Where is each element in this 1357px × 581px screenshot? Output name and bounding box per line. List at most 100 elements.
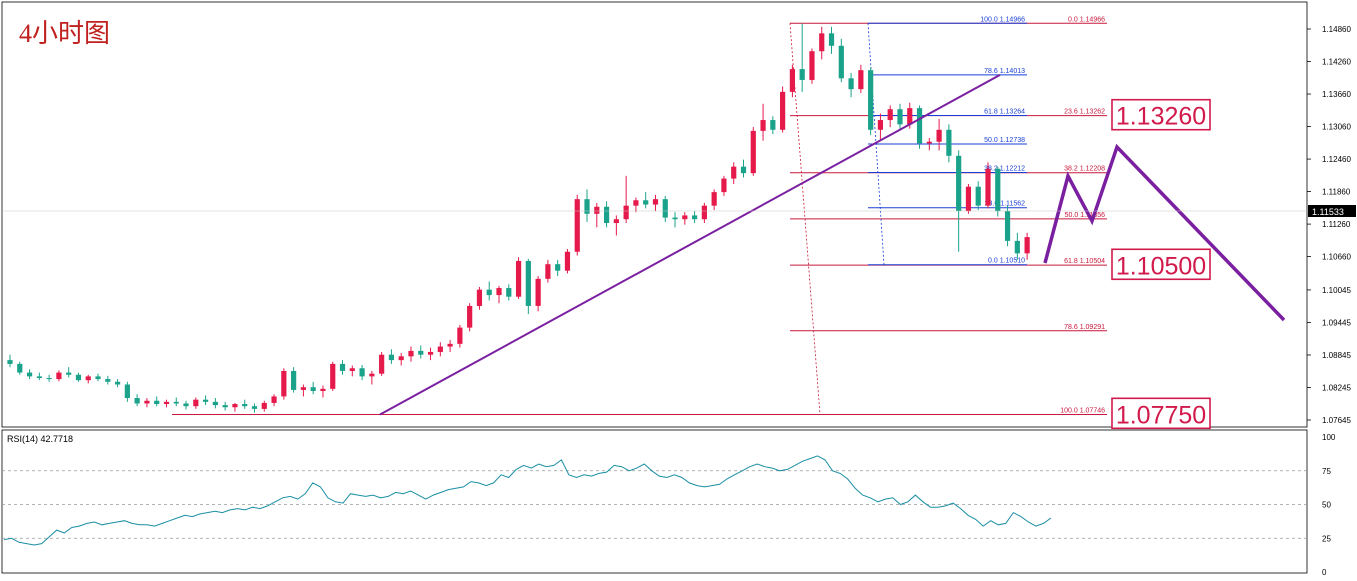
candle-body bbox=[26, 372, 33, 377]
candle-body bbox=[349, 368, 355, 371]
candle-body bbox=[535, 278, 541, 306]
candle-body bbox=[36, 376, 42, 379]
rsi-tick-label: 100 bbox=[1322, 433, 1336, 442]
fib-blue-label: 100.0 1.14966 bbox=[980, 16, 1025, 23]
fib-blue-label: 23.6 1.11562 bbox=[985, 201, 1025, 208]
candle-body bbox=[46, 378, 52, 380]
rsi-series bbox=[3, 455, 1052, 546]
candle-body bbox=[965, 186, 972, 212]
candle-body bbox=[809, 51, 815, 80]
candle-body bbox=[564, 251, 571, 271]
candle-body bbox=[907, 108, 913, 125]
rsi-axis-ticks: 100 75 50 25 0 bbox=[1322, 433, 1336, 577]
candle-body bbox=[359, 368, 365, 377]
candle-body bbox=[848, 78, 854, 90]
price-tick-label: 1.08845 bbox=[1322, 351, 1351, 360]
key-level-box bbox=[1111, 98, 1211, 131]
candle-body bbox=[105, 379, 111, 382]
rsi-panel-frame bbox=[1, 429, 1308, 574]
candle-body bbox=[203, 399, 209, 402]
candle-body bbox=[750, 130, 756, 174]
fib-blue-label: 78.6 1.14013 bbox=[984, 68, 1025, 75]
rsi-tick-label: 75 bbox=[1322, 467, 1331, 476]
candle-body bbox=[770, 120, 776, 130]
candle-body bbox=[114, 381, 121, 385]
candle-body bbox=[193, 399, 199, 407]
candle-body bbox=[1024, 237, 1030, 254]
key-level-label: 1.07750 bbox=[1116, 401, 1206, 429]
candle-body bbox=[574, 199, 580, 252]
candle-body bbox=[408, 350, 414, 357]
key-level-label: 1.13260 bbox=[1116, 103, 1206, 131]
candle-body bbox=[819, 33, 825, 52]
fib-red-label: 61.8 1.10504 bbox=[1064, 258, 1105, 265]
price-tick-label: 1.11860 bbox=[1322, 188, 1351, 197]
candle-body bbox=[926, 141, 932, 144]
candle-body bbox=[672, 217, 678, 220]
fib-red-label: 50.0 1.11356 bbox=[1065, 212, 1105, 219]
price-tick-label: 1.08245 bbox=[1322, 383, 1351, 392]
candle-body bbox=[555, 264, 561, 271]
price-tick-label: 1.14260 bbox=[1322, 58, 1351, 67]
candle-body bbox=[799, 69, 805, 80]
rsi-level-lines bbox=[2, 470, 1307, 539]
candle-body bbox=[740, 166, 747, 174]
candle-body bbox=[183, 403, 189, 407]
candle-body bbox=[486, 289, 492, 296]
fibonacci-levels: 0.0 1.14966 23.6 1.13262 38.2 1.12208 50.0 … bbox=[172, 16, 1107, 416]
candle-body bbox=[291, 370, 297, 390]
price-tick-label: 1.13660 bbox=[1322, 90, 1351, 99]
current-price-marker: 1.11533 bbox=[2, 205, 1356, 217]
key-level-box bbox=[1111, 397, 1211, 430]
candle-body bbox=[985, 168, 991, 206]
rsi-tick-label: 0 bbox=[1322, 568, 1327, 576]
candle-body bbox=[946, 129, 952, 156]
candle-body bbox=[281, 370, 287, 397]
candle-body bbox=[56, 372, 62, 380]
price-tick-label: 1.12460 bbox=[1322, 155, 1351, 164]
candle-body bbox=[525, 260, 531, 306]
candle-body bbox=[95, 376, 101, 380]
trendlines bbox=[379, 74, 1286, 416]
candle-body bbox=[173, 401, 179, 404]
rsi-tick-label: 50 bbox=[1322, 501, 1331, 510]
candle-body bbox=[936, 129, 942, 142]
fib-blue-label: 0.0 1.10510 bbox=[988, 258, 1025, 265]
candle-body bbox=[320, 388, 326, 392]
candle-body bbox=[897, 109, 903, 125]
candle-body bbox=[251, 406, 258, 409]
current-price-label: 1.11533 bbox=[1312, 207, 1344, 217]
candle-body bbox=[222, 405, 228, 408]
fib-red-label: 38.2 1.12208 bbox=[1064, 166, 1105, 173]
price-axis-ticks: 1.14860 1.14260 1.13660 1.13060 1.12460 1.118… bbox=[1307, 25, 1351, 425]
price-tick-label: 1.07645 bbox=[1322, 416, 1351, 425]
uptrend-line bbox=[379, 74, 1001, 416]
rsi-tick-label: 25 bbox=[1322, 534, 1331, 543]
candle-body bbox=[780, 91, 786, 130]
key-level-label: 1.10500 bbox=[1116, 252, 1206, 280]
candle-body bbox=[75, 374, 82, 381]
price-tick-label: 1.10660 bbox=[1322, 253, 1351, 262]
candle-body bbox=[584, 199, 590, 214]
candle-body bbox=[1014, 240, 1020, 254]
candle-body bbox=[701, 205, 707, 220]
projection-path bbox=[1043, 143, 1286, 322]
candle-body bbox=[163, 401, 170, 405]
chart-title: 4小时图 bbox=[19, 19, 110, 48]
candle-body bbox=[995, 168, 1001, 212]
candle-body bbox=[496, 288, 502, 296]
candle-body bbox=[7, 360, 13, 364]
candle-body bbox=[643, 200, 649, 205]
candle-body bbox=[154, 400, 160, 405]
candle-body bbox=[594, 206, 600, 214]
candle-body bbox=[975, 186, 981, 206]
key-level-boxes: 1.13260 1.10500 1.07750 bbox=[1111, 98, 1211, 430]
candle-body bbox=[66, 372, 72, 375]
current-price-box bbox=[1308, 205, 1356, 217]
candle-body bbox=[398, 356, 404, 361]
candle-body bbox=[310, 387, 316, 392]
candle-body bbox=[506, 288, 512, 297]
fib-red-label: 100.0 1.07746 bbox=[1060, 408, 1105, 415]
price-tick-label: 1.14860 bbox=[1322, 25, 1351, 34]
